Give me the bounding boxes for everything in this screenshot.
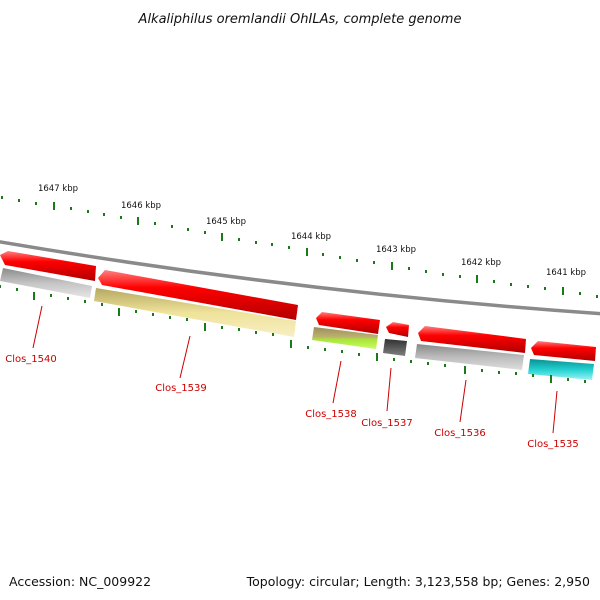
gene-block-clos-1539 xyxy=(94,288,296,337)
gene-block-clos-1537 xyxy=(383,339,407,356)
gene-block-clos-1535 xyxy=(528,359,594,380)
scale-label: 1641 kbp xyxy=(546,268,586,278)
gene-label-clos-1537: Clos_1537 xyxy=(361,418,413,429)
gene-block-clos-1540 xyxy=(0,268,92,298)
cds-features xyxy=(0,251,596,361)
cds-arrow xyxy=(316,312,380,334)
gene-labels: Clos_1540 Clos_1539 Clos_1538 Clos_1537 … xyxy=(5,354,579,450)
scale-label: 1643 kbp xyxy=(376,245,416,255)
cds-arrow xyxy=(0,251,96,281)
gene-leader-lines xyxy=(32,305,558,434)
gene-block-clos-1536 xyxy=(415,344,524,370)
gene-block-clos-1538 xyxy=(312,327,378,349)
genome-summary-text: Topology: circular; Length: 3,123,558 bp… xyxy=(246,574,590,589)
gene-label-clos-1539: Clos_1539 xyxy=(155,383,207,394)
cds-arrow xyxy=(386,322,409,337)
scale-label: 1645 kbp xyxy=(206,217,246,227)
gene-label-clos-1540: Clos_1540 xyxy=(5,354,57,365)
gene-blocks xyxy=(0,268,594,380)
scale-label: 1644 kbp xyxy=(291,232,331,242)
gene-label-clos-1535: Clos_1535 xyxy=(527,439,579,450)
outer-scale-ticks xyxy=(1,196,598,298)
scale-labels: 1647 kbp 1646 kbp 1645 kbp 1644 kbp 1643… xyxy=(38,184,586,278)
map-title: Alkaliphilus oremlandii OhILAs, complete… xyxy=(138,12,462,27)
cds-arrow xyxy=(418,326,526,353)
scale-label: 1642 kbp xyxy=(461,258,501,268)
accession-text: Accession: NC_009922 xyxy=(9,574,151,589)
scale-label: 1646 kbp xyxy=(121,201,161,211)
cds-arrow xyxy=(98,270,298,320)
genome-backbone xyxy=(0,240,600,316)
gene-label-clos-1536: Clos_1536 xyxy=(434,428,486,439)
cds-arrow xyxy=(531,341,596,361)
inner-scale-ticks xyxy=(0,285,586,383)
gene-label-clos-1538: Clos_1538 xyxy=(305,409,357,420)
scale-label: 1647 kbp xyxy=(38,184,78,194)
